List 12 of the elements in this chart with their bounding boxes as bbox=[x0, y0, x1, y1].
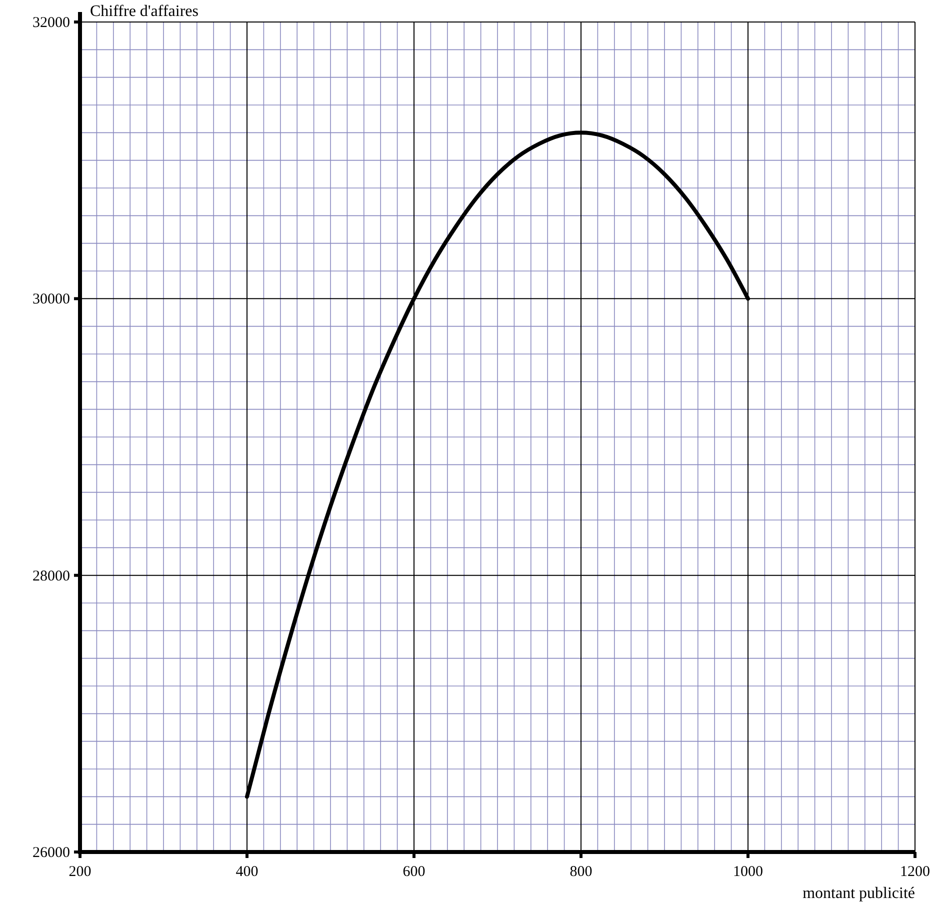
x-tick-label: 1200 bbox=[900, 864, 930, 880]
y-tick-label: 28000 bbox=[32, 568, 70, 584]
x-tick-label: 800 bbox=[570, 864, 592, 880]
x-tick-label: 400 bbox=[236, 864, 258, 880]
y-tick-label: 30000 bbox=[32, 292, 70, 308]
x-axis-title: montant publicité bbox=[802, 885, 915, 902]
x-tick-label: 600 bbox=[402, 864, 426, 880]
x-tick-label: 200 bbox=[68, 864, 92, 880]
x-tick-label: 1000 bbox=[733, 864, 763, 880]
y-axis-title: Chiffre d'affaires bbox=[90, 3, 198, 20]
y-tick-label: 26000 bbox=[32, 845, 70, 861]
y-tick-label: 32000 bbox=[32, 15, 70, 31]
